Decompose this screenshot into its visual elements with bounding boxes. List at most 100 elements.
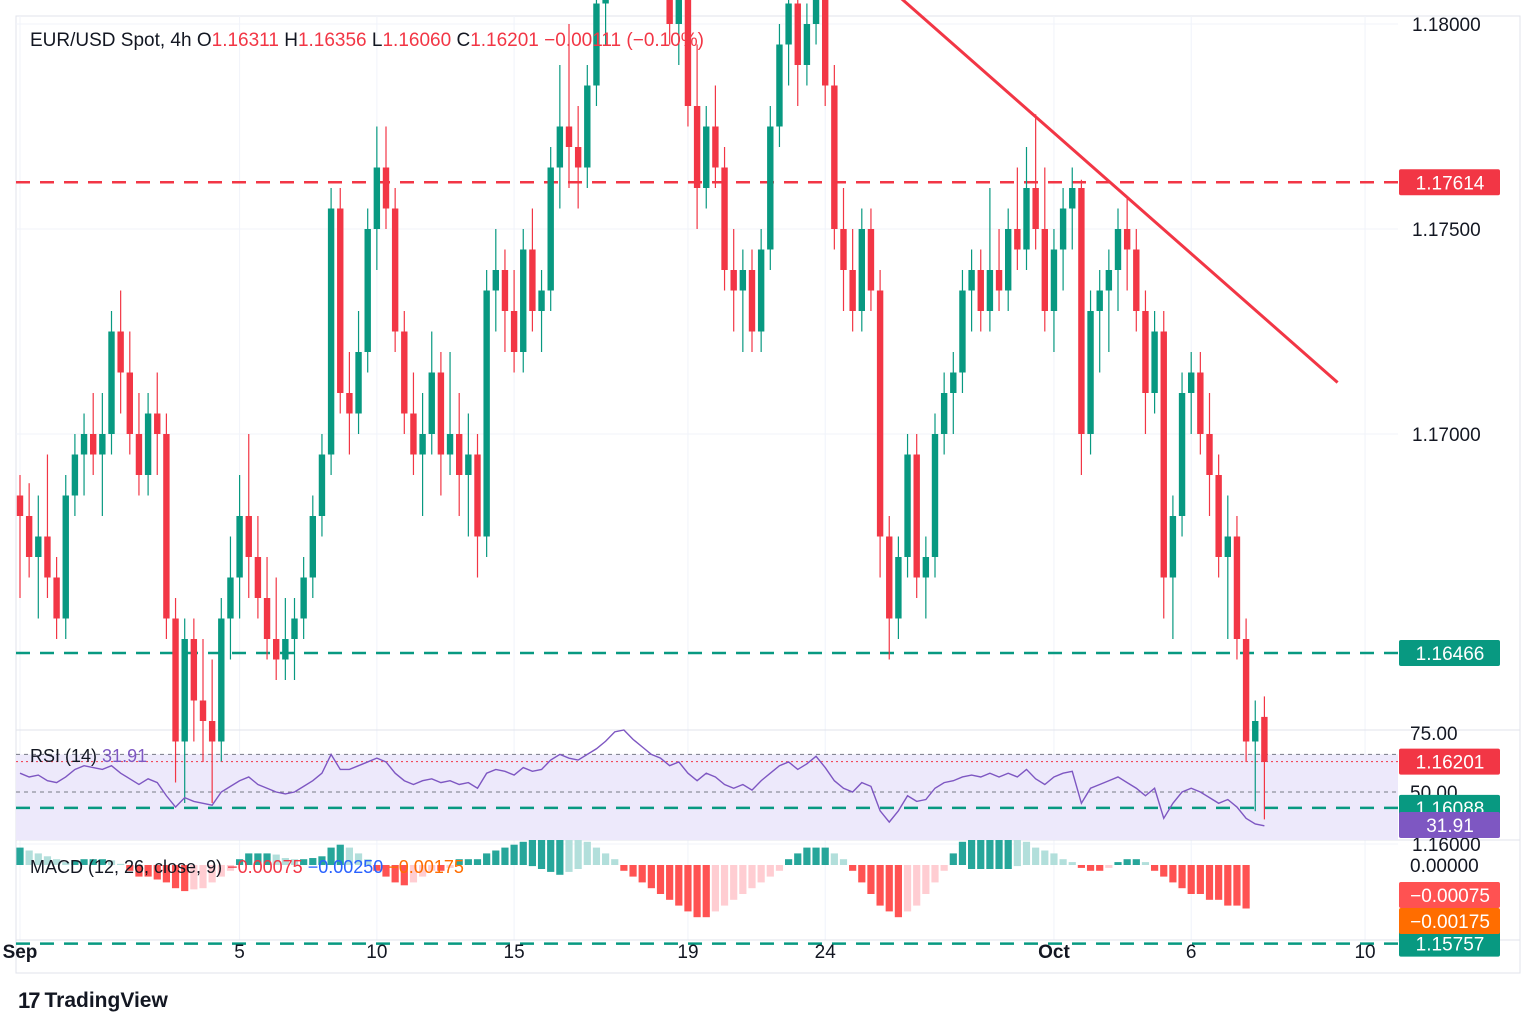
candle-body: [1023, 188, 1030, 250]
rsi-badge: 31.91: [1426, 816, 1474, 837]
candle-body: [1105, 270, 1113, 291]
candle-body: [108, 331, 115, 434]
macd-bar: [858, 865, 866, 883]
macd-bar: [611, 859, 619, 865]
macd-bar: [483, 853, 491, 865]
macd-bar: [528, 840, 536, 867]
candle-body: [693, 106, 701, 188]
time-tick-label: 5: [234, 942, 245, 963]
candle-body: [712, 126, 719, 168]
candle-body: [337, 208, 344, 393]
macd-signal-value: −0.00175: [388, 857, 464, 877]
trendline[interactable]: [583, 0, 1339, 384]
candle-body: [895, 557, 902, 619]
macd-bar: [684, 865, 692, 912]
candle-body: [529, 249, 536, 311]
macd-bar: [25, 850, 33, 865]
macd-bar: [1022, 841, 1031, 865]
macd-bar: [547, 840, 555, 872]
macd-bar: [464, 859, 472, 865]
candle-body: [419, 434, 426, 455]
macd-bar: [711, 865, 719, 912]
time-tick-label: Sep: [3, 942, 38, 963]
macd-bar: [537, 840, 546, 869]
macd-bar: [675, 865, 683, 906]
candle-body: [675, 0, 682, 24]
candle-body: [565, 126, 573, 147]
candle-body: [62, 495, 69, 619]
macd-bar: [1114, 862, 1122, 865]
macd-bar: [501, 847, 509, 865]
macd-bar: [1205, 865, 1214, 900]
candle-body: [1252, 721, 1259, 742]
candle-body: [794, 3, 801, 65]
candle-body: [35, 536, 42, 557]
candle-body: [154, 413, 161, 434]
macd-bar: [995, 840, 1003, 869]
candle-body: [1197, 372, 1204, 434]
macd-bar: [1004, 840, 1012, 869]
level-badge-bg: [1399, 930, 1500, 957]
rsi-value: 31.91: [102, 746, 148, 766]
macd-bar: [71, 860, 79, 865]
macd-bar: [1215, 865, 1223, 900]
candle-body: [144, 413, 152, 475]
candle-body: [1005, 229, 1012, 291]
macd-bar: [281, 858, 289, 865]
candle-body: [1188, 372, 1195, 393]
price-tick-label: 1.16000: [1412, 835, 1481, 856]
macd-bar: [592, 847, 601, 865]
macd-bar: [1013, 840, 1021, 867]
close-value: 1.16201: [470, 30, 539, 51]
candle-body: [858, 229, 865, 311]
candle-body: [309, 516, 316, 578]
time-tick-label: 15: [504, 942, 525, 963]
macd-bar: [492, 850, 500, 865]
price-tick-label: 1.18000: [1412, 15, 1481, 36]
candle-body: [1069, 188, 1076, 209]
price-axis[interactable]: 1.180001.175001.170001.160001.1850075.00…: [1410, 0, 1481, 877]
macd-bar: [748, 865, 756, 889]
level-badge-bg: [1399, 169, 1500, 196]
candle-body: [208, 721, 216, 742]
macd-bar: [98, 859, 106, 865]
candle-body: [721, 167, 728, 270]
candle-body: [584, 85, 591, 168]
macd-bar: [382, 865, 390, 877]
macd-bar: [171, 865, 180, 889]
candle-body: [1206, 434, 1213, 475]
macd-bar: [1041, 850, 1049, 865]
price-badges: 1.187711.184611.181951.176141.164661.160…: [1399, 169, 1500, 957]
macd-bar: [309, 858, 317, 865]
macd-bar: [437, 865, 445, 871]
candle-body: [273, 639, 280, 660]
candle-body: [739, 270, 747, 291]
low-value: 1.16060: [382, 30, 452, 51]
candle-body: [163, 434, 170, 619]
symbol-title[interactable]: EUR/USD Spot, 4h: [30, 30, 192, 51]
candle-body: [410, 413, 417, 455]
candle-body: [1215, 475, 1222, 557]
candle-body: [282, 639, 289, 660]
candle-body: [812, 0, 820, 24]
macd-bar: [629, 865, 637, 877]
candle-body: [80, 434, 88, 455]
macd-bar: [373, 865, 381, 871]
macd-bar: [958, 841, 967, 865]
macd-bar: [693, 865, 701, 918]
candle-body: [574, 147, 582, 168]
macd-legend[interactable]: MACD (12, 26, close, 9) −0.00075 −0.0025…: [30, 857, 464, 878]
candle-body: [602, 0, 609, 4]
macd-bar: [336, 844, 344, 865]
time-axis[interactable]: Sep 5 10 15 19 24 Oct 6 10: [3, 942, 1376, 963]
candle-body: [1087, 311, 1094, 434]
macd-bar: [1178, 865, 1186, 889]
open-label: O: [196, 30, 212, 51]
tradingview-footer[interactable]: 17 TradingView: [18, 988, 168, 1014]
candle-body: [254, 557, 262, 598]
macd-bar: [272, 854, 280, 865]
macd-bar: [876, 865, 884, 906]
macd-bar: [236, 859, 244, 865]
rsi-legend[interactable]: RSI (14) 31.91: [30, 746, 147, 767]
